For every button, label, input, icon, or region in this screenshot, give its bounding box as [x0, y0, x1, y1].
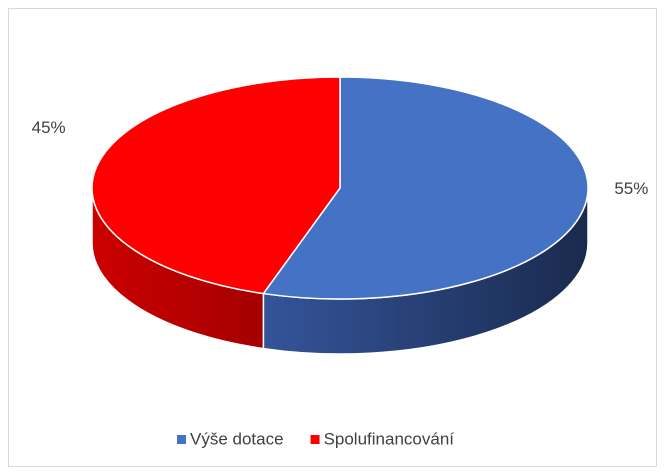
pie-slice — [262, 76, 589, 300]
legend-label: Výše dotace — [190, 429, 284, 448]
legend-swatch — [310, 435, 320, 444]
legend-swatch — [177, 435, 186, 444]
pie-slice — [91, 76, 341, 295]
legend-label: Spolufinancování — [324, 429, 455, 448]
data-label: 45% — [32, 118, 66, 137]
data-label: 55% — [614, 179, 648, 198]
